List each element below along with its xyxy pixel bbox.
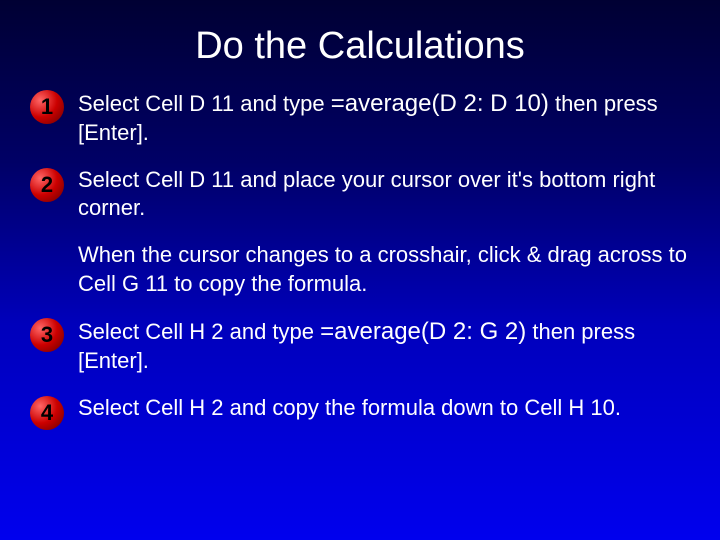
step-3-text: Select Cell H 2 and type =average(D 2: G… — [78, 316, 690, 376]
step-1-formula: =average(D 2: D 10) — [331, 90, 549, 117]
step-3-formula: =average(D 2: G 2) — [320, 318, 526, 345]
step-2: 2 Select Cell D 11 and place your cursor… — [30, 166, 690, 223]
step-badge-4: 4 — [30, 396, 64, 430]
step-2-continuation: When the cursor changes to a crosshair, … — [78, 241, 690, 298]
step-badge-3: 3 — [30, 318, 64, 352]
step-4-text: Select Cell H 2 and copy the formula dow… — [78, 394, 621, 423]
step-4: 4 Select Cell H 2 and copy the formula d… — [30, 394, 690, 430]
step-1: 1 Select Cell D 11 and type =average(D 2… — [30, 88, 690, 148]
step-3: 3 Select Cell H 2 and type =average(D 2:… — [30, 316, 690, 376]
step-1-prefix: Select Cell D 11 and type — [78, 91, 331, 116]
slide-title: Do the Calculations — [30, 25, 690, 68]
step-2-text: Select Cell D 11 and place your cursor o… — [78, 166, 690, 223]
step-3-prefix: Select Cell H 2 and type — [78, 319, 320, 344]
step-1-text: Select Cell D 11 and type =average(D 2: … — [78, 88, 690, 148]
step-badge-2: 2 — [30, 168, 64, 202]
step-badge-1: 1 — [30, 90, 64, 124]
